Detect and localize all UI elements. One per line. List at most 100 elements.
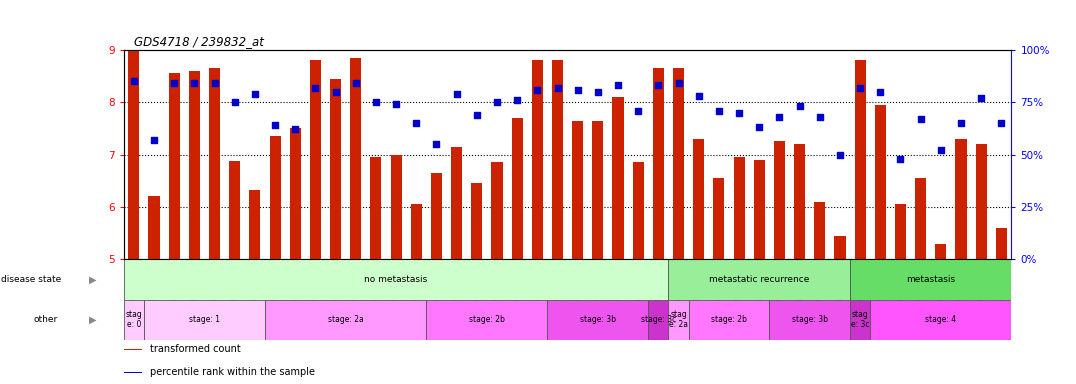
Bar <box>572 121 583 259</box>
Bar <box>976 144 987 259</box>
Bar <box>128 51 140 259</box>
Bar <box>794 144 805 259</box>
Point <box>650 83 667 89</box>
Bar <box>875 105 886 259</box>
Bar <box>815 202 825 259</box>
Text: stage: 2b: stage: 2b <box>469 315 505 324</box>
Point <box>226 99 243 105</box>
Point <box>387 101 405 108</box>
Text: stage: 2a: stage: 2a <box>328 315 364 324</box>
Point <box>731 110 748 116</box>
Point <box>367 99 384 105</box>
Bar <box>552 60 563 259</box>
Text: GDS4718 / 239832_at: GDS4718 / 239832_at <box>134 35 265 48</box>
Point <box>528 87 546 93</box>
Text: other: other <box>33 315 58 324</box>
Bar <box>693 139 705 259</box>
Text: disease state: disease state <box>1 275 61 284</box>
Bar <box>330 79 341 259</box>
Bar <box>124 259 668 300</box>
Bar <box>310 60 321 259</box>
Bar <box>411 204 422 259</box>
Bar <box>774 141 785 259</box>
Point <box>267 122 284 128</box>
Bar <box>995 228 1007 259</box>
Bar <box>391 155 401 259</box>
Point <box>832 152 849 158</box>
Bar <box>672 68 684 259</box>
Text: transformed count: transformed count <box>150 344 241 354</box>
Bar <box>492 162 502 259</box>
Bar <box>148 197 159 259</box>
Point <box>912 116 930 122</box>
Text: stage: 3c: stage: 3c <box>640 315 676 324</box>
Text: metastatic recurrence: metastatic recurrence <box>709 275 809 284</box>
Bar <box>430 173 442 259</box>
Bar <box>592 121 604 259</box>
Text: percentile rank within the sample: percentile rank within the sample <box>150 367 315 377</box>
Bar <box>548 300 648 340</box>
Bar <box>713 178 724 259</box>
Point <box>609 83 626 89</box>
Bar <box>769 300 850 340</box>
Bar <box>653 68 664 259</box>
Bar <box>350 58 362 259</box>
Bar <box>850 259 1011 300</box>
Bar <box>229 161 240 259</box>
Bar <box>451 147 463 259</box>
Point <box>770 114 788 120</box>
Text: stage: 4: stage: 4 <box>925 315 957 324</box>
Bar <box>734 157 745 259</box>
Point <box>851 84 868 91</box>
Bar <box>124 372 142 373</box>
Bar <box>612 97 624 259</box>
Point <box>973 95 990 101</box>
Text: ▶: ▶ <box>89 314 97 325</box>
Point <box>246 91 264 97</box>
Point <box>327 89 344 95</box>
Bar <box>532 60 543 259</box>
Point <box>286 126 303 132</box>
Text: stage: 1: stage: 1 <box>189 315 220 324</box>
Text: stage: 3b: stage: 3b <box>792 315 827 324</box>
Bar <box>689 300 769 340</box>
Bar <box>753 160 765 259</box>
Point <box>932 147 949 154</box>
Bar <box>668 259 850 300</box>
Point <box>710 108 727 114</box>
Text: stag
e: 2a: stag e: 2a <box>669 310 688 329</box>
Bar <box>209 68 221 259</box>
Point <box>448 91 465 97</box>
Bar <box>289 128 301 259</box>
Point <box>569 87 586 93</box>
Point <box>468 112 485 118</box>
Point <box>952 120 969 126</box>
Bar <box>124 349 142 350</box>
Bar <box>265 300 426 340</box>
Point <box>166 80 183 86</box>
Point <box>428 141 445 147</box>
Bar <box>850 300 870 340</box>
Bar <box>668 300 689 340</box>
Bar <box>144 300 265 340</box>
Text: stag
e: 3c: stag e: 3c <box>851 310 869 329</box>
Bar <box>870 300 1011 340</box>
Text: stage: 3b: stage: 3b <box>580 315 615 324</box>
Bar <box>269 136 281 259</box>
Bar <box>169 73 180 259</box>
Point <box>348 80 365 86</box>
Point <box>489 99 506 105</box>
Bar <box>250 190 260 259</box>
Bar <box>471 183 482 259</box>
Bar <box>895 204 906 259</box>
Bar <box>955 139 966 259</box>
Point <box>206 80 223 86</box>
Bar <box>511 118 523 259</box>
Point <box>690 93 707 99</box>
Bar <box>935 243 947 259</box>
Text: ▶: ▶ <box>89 274 97 285</box>
Bar <box>854 60 866 259</box>
Point <box>670 80 688 86</box>
Text: metastasis: metastasis <box>906 275 955 284</box>
Bar <box>834 236 846 259</box>
